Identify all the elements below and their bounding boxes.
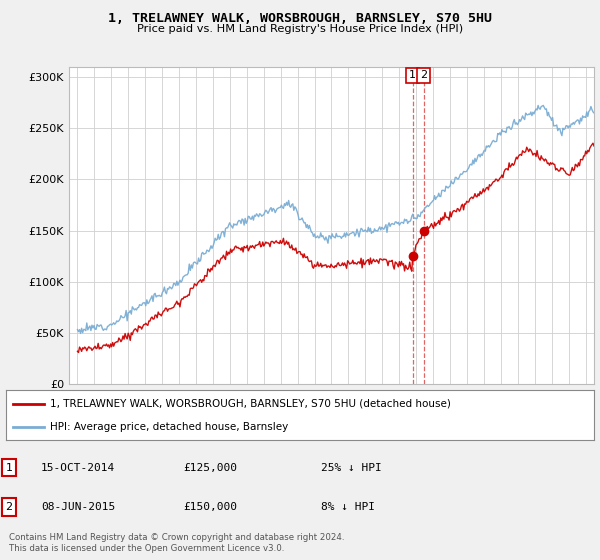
Text: 25% ↓ HPI: 25% ↓ HPI — [321, 463, 382, 473]
Text: 1: 1 — [409, 71, 416, 81]
Text: 8% ↓ HPI: 8% ↓ HPI — [321, 502, 375, 512]
Text: 2: 2 — [5, 502, 13, 512]
Text: £150,000: £150,000 — [183, 502, 237, 512]
Text: Contains HM Land Registry data © Crown copyright and database right 2024.
This d: Contains HM Land Registry data © Crown c… — [9, 533, 344, 553]
Text: 15-OCT-2014: 15-OCT-2014 — [41, 463, 115, 473]
Text: £125,000: £125,000 — [183, 463, 237, 473]
Text: 1: 1 — [5, 463, 13, 473]
Text: 08-JUN-2015: 08-JUN-2015 — [41, 502, 115, 512]
Text: HPI: Average price, detached house, Barnsley: HPI: Average price, detached house, Barn… — [50, 422, 289, 432]
Text: 1, TRELAWNEY WALK, WORSBROUGH, BARNSLEY, S70 5HU: 1, TRELAWNEY WALK, WORSBROUGH, BARNSLEY,… — [108, 12, 492, 25]
Text: 1, TRELAWNEY WALK, WORSBROUGH, BARNSLEY, S70 5HU (detached house): 1, TRELAWNEY WALK, WORSBROUGH, BARNSLEY,… — [50, 399, 451, 409]
Text: Price paid vs. HM Land Registry's House Price Index (HPI): Price paid vs. HM Land Registry's House … — [137, 24, 463, 34]
Text: 2: 2 — [420, 71, 427, 81]
